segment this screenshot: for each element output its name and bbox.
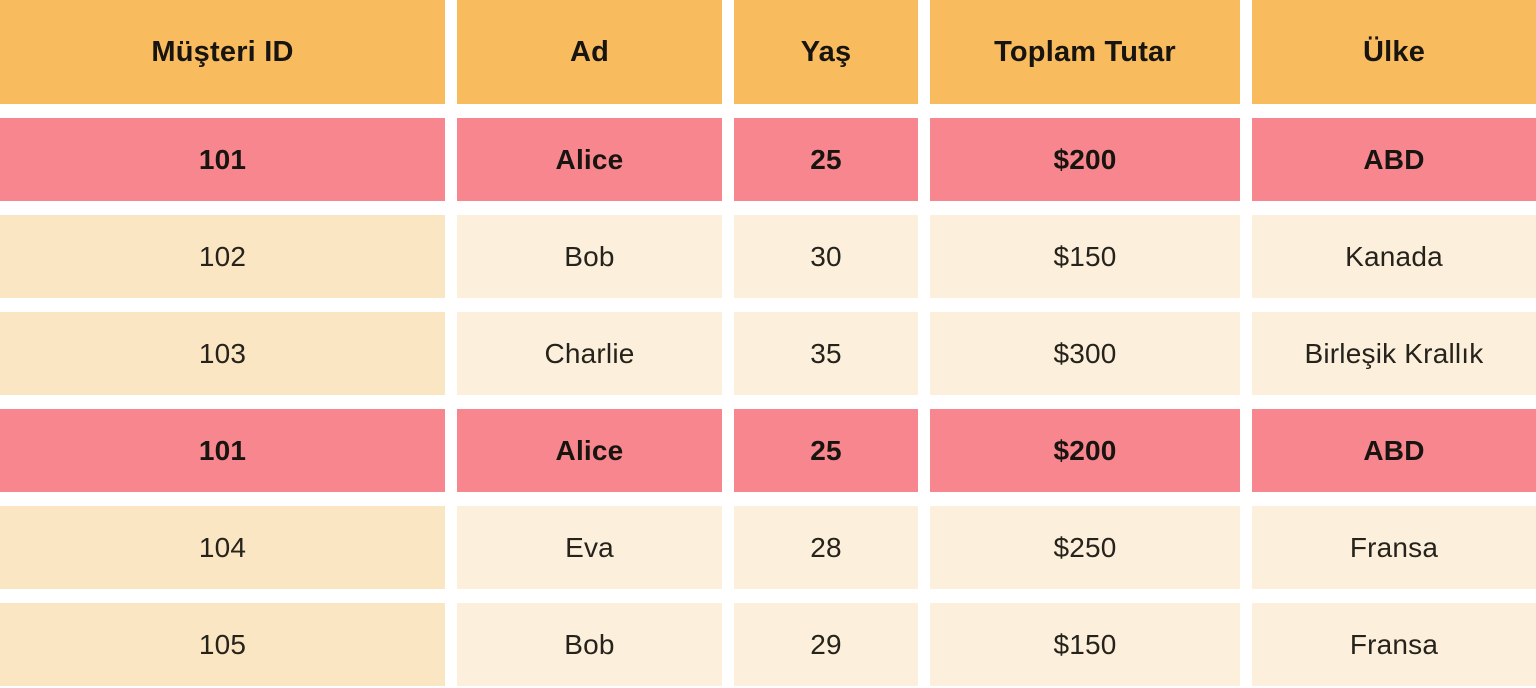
cell-ulke: Kanada (1252, 215, 1536, 298)
column-header-musteri-id: Müşteri ID (0, 0, 445, 104)
column-header-ad: Ad (457, 0, 722, 104)
table-row: 103 Charlie 35 $300 Birleşik Krallık (0, 312, 1536, 395)
cell-yas: 25 (734, 118, 918, 201)
table-row: 102 Bob 30 $150 Kanada (0, 215, 1536, 298)
table-header-row: Müşteri ID Ad Yaş Toplam Tutar Ülke (0, 0, 1536, 104)
cell-yas: 35 (734, 312, 918, 395)
cell-ad: Bob (457, 215, 722, 298)
cell-ulke: Fransa (1252, 603, 1536, 686)
cell-toplam-tutar: $150 (930, 215, 1240, 298)
column-header-yas: Yaş (734, 0, 918, 104)
cell-ad: Bob (457, 603, 722, 686)
cell-musteri-id: 102 (0, 215, 445, 298)
cell-yas: 28 (734, 506, 918, 589)
cell-musteri-id: 103 (0, 312, 445, 395)
table-row-duplicate: 101 Alice 25 $200 ABD (0, 118, 1536, 201)
column-header-toplam-tutar: Toplam Tutar (930, 0, 1240, 104)
cell-ulke: Birleşik Krallık (1252, 312, 1536, 395)
cell-musteri-id: 101 (0, 118, 445, 201)
cell-yas: 25 (734, 409, 918, 492)
cell-ad: Alice (457, 409, 722, 492)
cell-musteri-id: 105 (0, 603, 445, 686)
cell-toplam-tutar: $150 (930, 603, 1240, 686)
cell-ulke: ABD (1252, 409, 1536, 492)
cell-toplam-tutar: $200 (930, 118, 1240, 201)
cell-yas: 30 (734, 215, 918, 298)
cell-ad: Eva (457, 506, 722, 589)
cell-toplam-tutar: $200 (930, 409, 1240, 492)
cell-toplam-tutar: $300 (930, 312, 1240, 395)
cell-ulke: Fransa (1252, 506, 1536, 589)
column-header-ulke: Ülke (1252, 0, 1536, 104)
cell-musteri-id: 104 (0, 506, 445, 589)
table-row: 105 Bob 29 $150 Fransa (0, 603, 1536, 686)
table-row: 104 Eva 28 $250 Fransa (0, 506, 1536, 589)
cell-ulke: ABD (1252, 118, 1536, 201)
cell-toplam-tutar: $250 (930, 506, 1240, 589)
cell-ad: Charlie (457, 312, 722, 395)
table-row-duplicate: 101 Alice 25 $200 ABD (0, 409, 1536, 492)
cell-ad: Alice (457, 118, 722, 201)
cell-musteri-id: 101 (0, 409, 445, 492)
cell-yas: 29 (734, 603, 918, 686)
